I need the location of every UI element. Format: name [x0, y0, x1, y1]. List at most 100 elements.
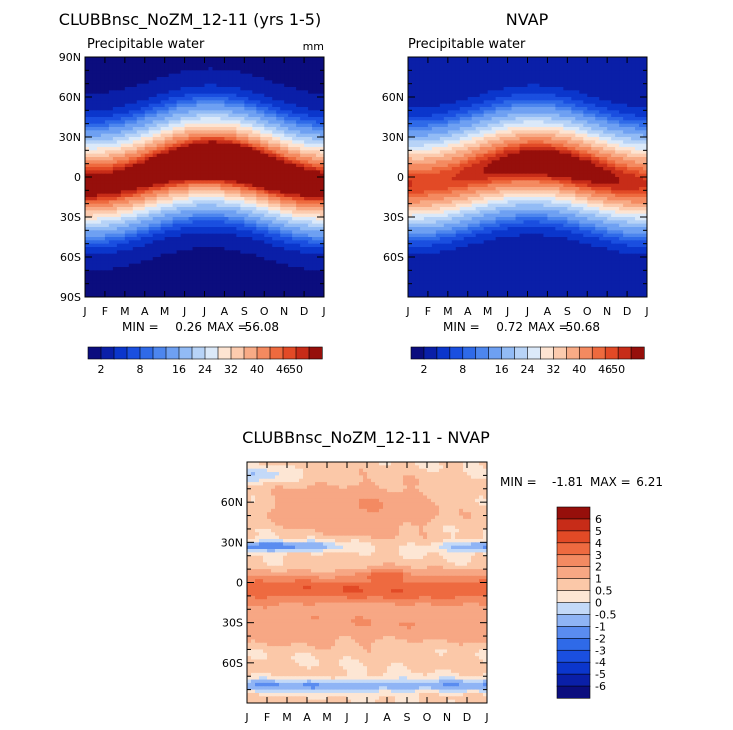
field-cell	[124, 237, 130, 241]
field-cell	[124, 233, 130, 238]
field-cell	[244, 77, 249, 81]
field-cell	[232, 173, 237, 178]
field-cell	[148, 117, 154, 121]
field-cell	[184, 260, 190, 265]
field-cell	[236, 283, 241, 288]
field-cell	[204, 87, 210, 91]
field-cell	[236, 150, 241, 155]
field-cell	[160, 113, 166, 118]
field-cell	[288, 233, 293, 238]
field-cell	[236, 157, 241, 161]
field-cell	[196, 237, 202, 241]
field-cell	[108, 280, 114, 285]
field-cell	[240, 253, 245, 258]
field-cell	[316, 160, 321, 165]
field-cell	[88, 193, 94, 198]
field-cell	[85, 97, 90, 101]
field-cell	[96, 123, 102, 128]
field-cell	[148, 170, 154, 175]
field-cell	[284, 147, 289, 151]
field-cell	[116, 233, 122, 238]
field-cell	[176, 227, 182, 231]
field-cell	[220, 253, 226, 258]
field-cell	[627, 73, 632, 78]
field-cell	[288, 93, 293, 98]
field-cell	[92, 237, 98, 241]
field-cell	[316, 277, 321, 281]
field-cell	[300, 157, 305, 161]
field-cell	[308, 107, 313, 111]
field-cell	[503, 67, 509, 71]
field-cell	[148, 210, 154, 215]
field-cell	[483, 77, 489, 81]
field-cell	[212, 150, 218, 155]
field-cell	[260, 220, 265, 225]
field-cell	[224, 97, 229, 101]
field-cell	[168, 270, 174, 275]
field-cell	[252, 200, 257, 205]
field-cell	[447, 80, 453, 85]
field-cell	[112, 60, 118, 65]
field-cell	[208, 73, 214, 78]
field-cell	[212, 130, 218, 135]
field-cell	[264, 110, 269, 115]
field-cell	[284, 133, 289, 138]
field-cell	[104, 63, 110, 68]
field-cell	[639, 73, 644, 78]
field-cell	[132, 60, 138, 65]
field-cell	[320, 137, 324, 141]
field-cell	[132, 147, 138, 151]
field-cell	[643, 57, 647, 61]
field-cell	[272, 133, 277, 138]
field-cell	[312, 213, 317, 218]
field-cell	[208, 263, 214, 268]
field-cell	[116, 177, 122, 181]
field-cell	[228, 207, 233, 211]
field-cell	[296, 157, 301, 161]
field-cell	[124, 120, 130, 125]
field-cell	[184, 107, 190, 111]
field-cell	[288, 190, 293, 195]
field-cell	[200, 133, 206, 138]
field-cell	[228, 283, 233, 288]
field-cell	[479, 67, 485, 71]
field-cell	[220, 260, 226, 265]
field-cell	[160, 83, 166, 88]
field-cell	[276, 70, 281, 75]
field-cell	[212, 283, 218, 288]
field-cell	[176, 283, 182, 288]
field-cell	[300, 163, 305, 168]
field-cell	[292, 60, 297, 65]
field-cell	[300, 267, 305, 271]
field-cell	[224, 217, 229, 221]
field-cell	[240, 190, 245, 195]
field-cell	[256, 187, 261, 191]
field-cell	[611, 73, 616, 78]
field-cell	[132, 257, 138, 261]
field-cell	[196, 170, 202, 175]
field-cell	[240, 180, 245, 185]
field-cell	[96, 110, 102, 115]
field-cell	[244, 260, 249, 265]
field-cell	[180, 200, 186, 205]
field-cell	[272, 283, 277, 288]
field-cell	[300, 123, 305, 128]
field-cell	[96, 223, 102, 228]
field-cell	[200, 143, 206, 148]
field-cell	[244, 137, 249, 141]
field-cell	[304, 63, 309, 68]
field-cell	[188, 197, 194, 201]
field-cell	[595, 80, 600, 85]
field-cell	[240, 163, 245, 168]
field-cell	[419, 67, 425, 71]
field-cell	[108, 167, 114, 171]
field-cell	[264, 207, 269, 211]
field-cell	[188, 207, 194, 211]
field-cell	[196, 123, 202, 128]
field-cell	[176, 277, 182, 281]
field-cell	[188, 130, 194, 135]
field-cell	[280, 93, 285, 98]
field-cell	[276, 183, 281, 188]
field-cell	[88, 160, 94, 165]
field-cell	[116, 70, 122, 75]
